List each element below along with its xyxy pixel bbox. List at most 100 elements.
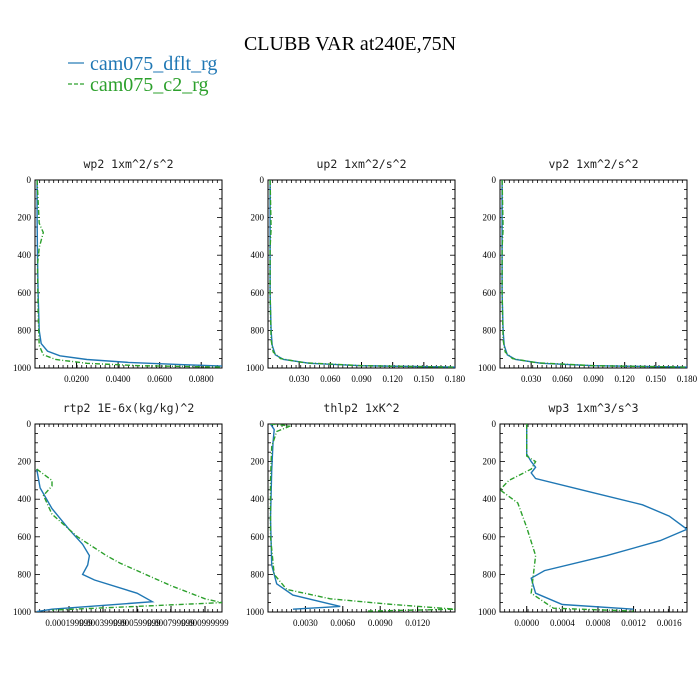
panel-5: thlp2 1xK^2 0 200 400 600 800 1000 0.0030 0.0060…: [246, 401, 456, 628]
panel-title: thlp2 1xK^2: [323, 401, 399, 415]
series-line-cam075_dflt_rg: [501, 180, 687, 368]
x-tick-label: 0.180: [445, 374, 466, 384]
series-line-cam075_dflt_rg: [269, 180, 455, 368]
x-tick-label: 0.0090: [368, 618, 393, 628]
series-line-cam075_c2_rg: [500, 424, 634, 612]
y-tick-label: 800: [18, 569, 32, 579]
y-tick-label: 800: [483, 569, 497, 579]
y-tick-label: 400: [18, 250, 32, 260]
x-tick-label: 0.030: [521, 374, 542, 384]
legend-label-c2: cam075_c2_rg: [90, 74, 209, 96]
x-tick-label: 0.060: [320, 374, 341, 384]
series-line-cam075_dflt_rg: [526, 424, 687, 610]
y-tick-label: 800: [251, 569, 265, 579]
y-tick-label: 1000: [246, 363, 265, 373]
y-tick-label: 200: [251, 457, 265, 467]
series-line-cam075_dflt_rg: [36, 468, 155, 612]
panel-title: wp3 1xm^3/s^3: [548, 401, 638, 415]
y-tick-label: 0: [27, 175, 32, 185]
y-tick-label: 0: [27, 419, 32, 429]
x-tick-label: 0.0400: [106, 374, 131, 384]
y-tick-label: 0: [260, 419, 265, 429]
series-line-cam075_dflt_rg: [36, 180, 222, 367]
plot-frame: [34, 423, 223, 613]
x-tick-label: 0.0012: [621, 618, 646, 628]
y-tick-label: 1000: [478, 363, 497, 373]
y-tick-label: 600: [251, 532, 265, 542]
plot-frame: [499, 179, 688, 369]
panel-title: vp2 1xm^2/s^2: [548, 157, 638, 171]
y-tick-label: 800: [18, 325, 32, 335]
x-tick-label: 0.0000: [514, 618, 539, 628]
panel-title: wp2 1xm^2/s^2: [83, 157, 173, 171]
x-tick-label: 0.0060: [330, 618, 355, 628]
x-tick-label: 0.030: [289, 374, 310, 384]
y-tick-label: 200: [483, 457, 497, 467]
y-tick-label: 0: [492, 419, 497, 429]
x-tick-label: 0.0004: [550, 618, 575, 628]
y-tick-label: 400: [483, 250, 497, 260]
y-tick-label: 0: [260, 175, 265, 185]
y-tick-label: 1000: [478, 607, 497, 617]
figure-title: CLUBB VAR at240E,75N: [244, 33, 456, 55]
y-tick-label: 800: [251, 325, 265, 335]
y-tick-label: 600: [483, 532, 497, 542]
series-line-cam075_dflt_rg: [269, 424, 341, 610]
x-tick-label: 0.0200: [64, 374, 89, 384]
panel-1: wp2 1xm^2/s^2 0 200 400 600 800 1000 0.0200 0.04…: [13, 157, 223, 384]
x-tick-label: 0.0600: [147, 374, 172, 384]
y-tick-label: 200: [18, 457, 32, 467]
x-tick-label: 0.0120: [405, 618, 430, 628]
y-tick-label: 0: [492, 175, 497, 185]
y-tick-label: 400: [251, 250, 265, 260]
panel-3: vp2 1xm^2/s^2 0 200 400 600 800 1000 0.030 0.060…: [478, 157, 698, 384]
x-tick-label: 0.150: [414, 374, 435, 384]
legend: cam075_dflt_rg cam075_c2_rg: [68, 53, 217, 96]
y-tick-label: 200: [251, 213, 265, 223]
y-tick-label: 1000: [246, 607, 265, 617]
x-tick-label: 0.150: [646, 374, 667, 384]
x-tick-label: 0.000599999: [113, 618, 161, 628]
y-tick-label: 600: [18, 288, 32, 298]
y-tick-label: 200: [18, 213, 32, 223]
x-tick-label: 0.180: [677, 374, 698, 384]
x-tick-label: 0.060: [552, 374, 573, 384]
x-tick-label: 0.000799999: [147, 618, 195, 628]
plot-frame: [267, 423, 456, 613]
y-tick-label: 600: [483, 288, 497, 298]
x-tick-label: 0.0800: [189, 374, 214, 384]
x-tick-label: 0.0016: [657, 618, 682, 628]
x-tick-label: 0.000999999: [181, 618, 229, 628]
series-line-cam075_c2_rg: [269, 424, 455, 612]
series-line-cam075_c2_rg: [36, 468, 222, 611]
x-tick-label: 0.000399999: [79, 618, 127, 628]
x-tick-label: 0.0030: [293, 618, 318, 628]
panel-6: wp3 1xm^3/s^3 0 200 400 600 800 1000 0.0000 0.00…: [478, 401, 688, 628]
panel-title: rtp2 1E-6x(kg/kg)^2: [63, 401, 195, 415]
y-tick-label: 200: [483, 213, 497, 223]
y-tick-label: 600: [18, 532, 32, 542]
y-tick-label: 400: [251, 494, 265, 504]
panel-2: up2 1xm^2/s^2 0 200 400 600 800 1000 0.030 0.060…: [246, 157, 466, 384]
x-tick-label: 0.0008: [586, 618, 611, 628]
series-line-cam075_c2_rg: [36, 180, 222, 368]
x-tick-label: 0.090: [583, 374, 604, 384]
panel-title: up2 1xm^2/s^2: [316, 157, 406, 171]
panel-4: rtp2 1E-6x(kg/kg)^2 0 200 400 600 800 1000 0.00…: [13, 401, 229, 628]
x-tick-label: 0.090: [351, 374, 372, 384]
legend-label-dflt: cam075_dflt_rg: [90, 53, 217, 75]
series-line-cam075_c2_rg: [269, 180, 455, 368]
y-tick-label: 1000: [13, 363, 32, 373]
x-tick-label: 0.120: [615, 374, 636, 384]
y-tick-label: 400: [483, 494, 497, 504]
plot-frame: [34, 179, 223, 369]
y-tick-label: 600: [251, 288, 265, 298]
series-line-cam075_c2_rg: [501, 180, 687, 368]
x-tick-label: 0.000199999: [45, 618, 93, 628]
x-tick-label: 0.120: [383, 374, 404, 384]
y-tick-label: 800: [483, 325, 497, 335]
plot-frame: [267, 179, 456, 369]
y-tick-label: 1000: [13, 607, 32, 617]
y-tick-label: 400: [18, 494, 32, 504]
